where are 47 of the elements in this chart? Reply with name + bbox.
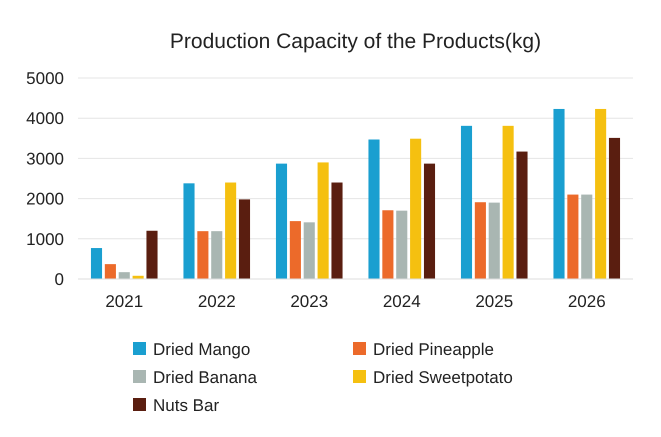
bar — [502, 126, 514, 279]
bar — [90, 248, 102, 279]
y-tick-label: 5000 — [26, 68, 64, 88]
bar — [197, 231, 208, 279]
bar — [424, 164, 436, 279]
y-tick-label: 3000 — [26, 149, 64, 168]
bar — [225, 182, 236, 279]
bar — [595, 108, 606, 279]
bar — [183, 183, 195, 279]
bar — [318, 162, 329, 279]
y-tick-label: 0 — [54, 270, 64, 289]
bar — [581, 194, 592, 279]
bar — [410, 138, 422, 279]
x-tick-label: 2021 — [105, 292, 144, 311]
x-tick-label: 2025 — [475, 292, 514, 311]
bar — [146, 230, 158, 279]
bar — [460, 126, 472, 279]
bar — [567, 194, 578, 279]
y-tick-label: 1000 — [26, 230, 64, 249]
bar — [211, 231, 222, 279]
bar — [238, 199, 250, 279]
y-tick-label: 4000 — [26, 109, 64, 128]
bar — [368, 140, 380, 279]
legend-label: Dried Pineapple — [373, 340, 494, 359]
bar — [276, 164, 288, 279]
bar — [331, 182, 343, 279]
legend-label: Nuts Bar — [153, 396, 220, 415]
bar — [382, 210, 394, 279]
bar — [304, 222, 315, 279]
y-tick-label: 2000 — [26, 190, 64, 209]
x-tick-label: 2024 — [382, 292, 421, 311]
bar — [290, 221, 301, 279]
bar — [474, 202, 486, 279]
bar — [488, 202, 500, 279]
bar — [104, 264, 116, 279]
bar — [516, 152, 528, 279]
bar — [608, 138, 620, 279]
bar — [118, 272, 130, 279]
chart-title: Production Capacity of the Products(kg) — [170, 30, 542, 53]
x-tick-label: 2026 — [568, 292, 606, 311]
x-tick-label: 2022 — [198, 292, 236, 311]
legend-label: Dried Mango — [153, 340, 250, 359]
legend-label: Dried Sweetpotato — [373, 368, 513, 387]
bar — [553, 108, 565, 279]
x-tick-label: 2023 — [290, 292, 328, 311]
bar — [396, 210, 408, 279]
legend-label: Dried Banana — [153, 368, 258, 387]
